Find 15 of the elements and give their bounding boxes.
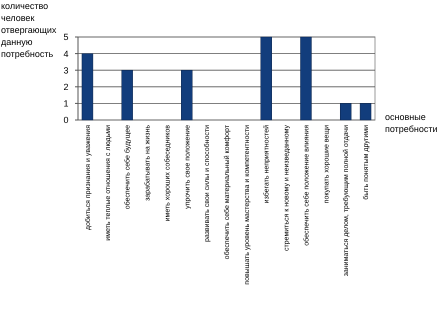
y-axis-title: количество человек отвергающих данную потребность <box>1 1 57 59</box>
bar <box>300 36 312 120</box>
y-tick-label: 0 <box>63 115 69 126</box>
bar <box>121 70 133 120</box>
bar <box>360 103 372 120</box>
x-axis-title: основные потребности <box>385 112 438 134</box>
bar <box>181 70 192 120</box>
bar <box>260 36 272 120</box>
y-tick-label: 2 <box>63 82 69 92</box>
bar <box>82 53 94 120</box>
y-tick-label: 1 <box>63 98 69 109</box>
y-tick-label: 3 <box>63 65 69 76</box>
y-tick-label: 4 <box>63 48 69 59</box>
y-tick-label: 5 <box>63 32 69 42</box>
bar <box>340 103 352 120</box>
